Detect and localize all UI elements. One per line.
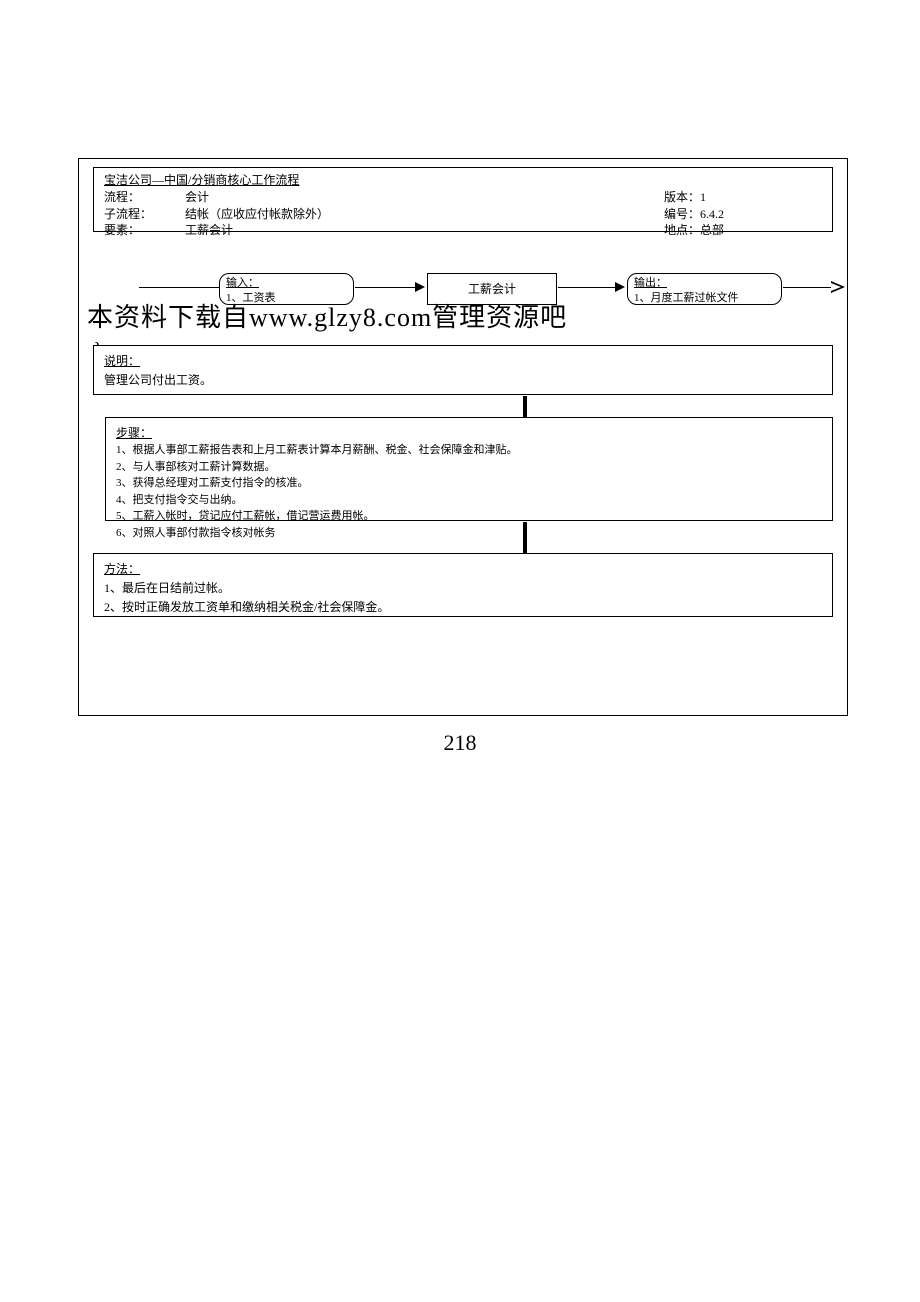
flow-output-box: 输出： 1、月度工薪过帐文件 — [627, 273, 782, 305]
method-item-2: 2、按时正确发放工资单和缴纳相关税金/社会保障金。 — [104, 598, 822, 617]
header-row-2: 子流程： 结帐（应收应付帐款除外） 编号：6.4.2 — [104, 206, 822, 223]
page-number: 218 — [0, 730, 920, 756]
header-row-3: 要素： 工薪会计 地点：总部 — [104, 222, 822, 239]
arrow-head-1 — [415, 282, 425, 292]
flow-line-out — [783, 287, 831, 288]
steps-heading: 步骤： — [116, 424, 822, 442]
flow-output-heading: 输出： — [634, 276, 775, 291]
header-label-3: 要素： — [104, 222, 182, 239]
arrow-head-out — [831, 281, 845, 293]
method-item-1: 1、最后在日结前过帐。 — [104, 579, 822, 598]
connector-1 — [523, 396, 527, 418]
header-value-3: 工薪会计 — [185, 223, 233, 237]
header-row-1: 流程： 会计 版本：1 — [104, 189, 822, 206]
header-title: 宝洁公司—中国/分销商核心工作流程 — [104, 172, 822, 189]
steps-item-5: 5、工薪入帐时，贷记应付工薪帐，借记营运费用帐。 — [116, 508, 822, 525]
arrow-head-2 — [615, 282, 625, 292]
header-right-3: 地点：总部 — [664, 222, 822, 239]
steps-item-6: 6、对照人事部付款指令核对帐务 — [116, 525, 822, 542]
page-frame: 宝洁公司—中国/分销商核心工作流程 流程： 会计 版本：1 子流程： 结帐（应收… — [78, 158, 848, 716]
steps-item-3: 3、获得总经理对工薪支付指令的核准。 — [116, 475, 822, 492]
steps-item-2: 2、与人事部核对工薪计算数据。 — [116, 459, 822, 476]
flow-input-heading: 输入： — [226, 276, 347, 291]
steps-item-1: 1、根据人事部工薪报告表和上月工薪表计算本月薪酬、税金、社会保障金和津贴。 — [116, 442, 822, 459]
description-heading: 说明： — [104, 352, 822, 371]
header-label-1: 流程： — [104, 189, 182, 206]
header-value-1: 会计 — [185, 190, 209, 204]
flow-output-item: 1、月度工薪过帐文件 — [634, 291, 775, 306]
steps-box: 步骤： 1、根据人事部工薪报告表和上月工薪表计算本月薪酬、税金、社会保障金和津贴… — [105, 417, 833, 521]
watermark-text: 本资料下载自www.glzy8.com管理资源吧 — [87, 297, 567, 334]
method-box: 方法： 1、最后在日结前过帐。 2、按时正确发放工资单和缴纳相关税金/社会保障金… — [93, 553, 833, 617]
header-right-2: 编号：6.4.2 — [664, 206, 822, 223]
description-text: 管理公司付出工资。 — [104, 371, 822, 390]
flow-process-label: 工薪会计 — [468, 281, 516, 298]
header-label-2: 子流程： — [104, 206, 182, 223]
header-right-1: 版本：1 — [664, 189, 822, 206]
flow-line-1 — [355, 287, 415, 288]
header-box: 宝洁公司—中国/分销商核心工作流程 流程： 会计 版本：1 子流程： 结帐（应收… — [93, 167, 833, 232]
flow-line-2 — [558, 287, 615, 288]
flow-line-in — [139, 287, 219, 288]
header-value-2: 结帐（应收应付帐款除外） — [185, 207, 329, 221]
method-heading: 方法： — [104, 560, 822, 579]
description-box: 说明： 管理公司付出工资。 — [93, 345, 833, 395]
connector-2 — [523, 522, 527, 554]
steps-item-4: 4、把支付指令交与出纳。 — [116, 492, 822, 509]
